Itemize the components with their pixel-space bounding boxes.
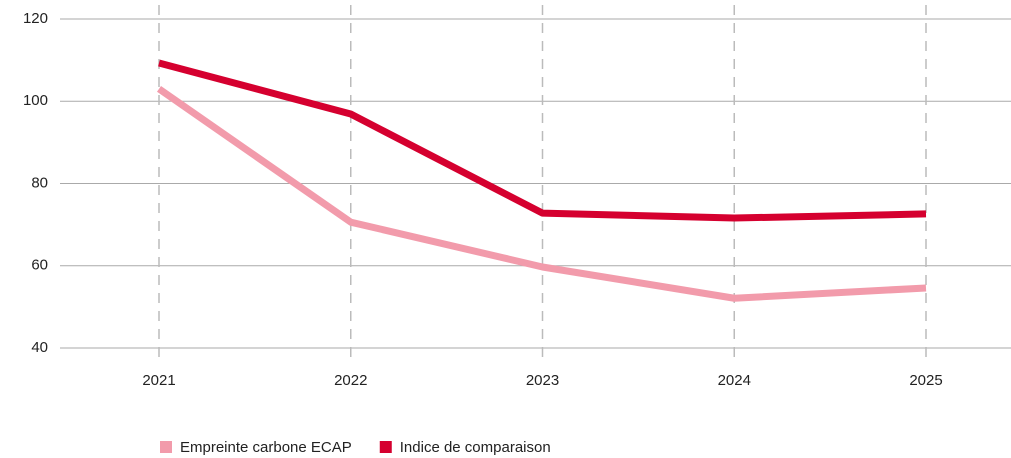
y-tick-label: 40 (31, 339, 48, 356)
x-tick-label: 2024 (718, 372, 751, 389)
x-tick-label: 2025 (909, 372, 942, 389)
legend: Empreinte carbone ECAP Indice de comparai… (160, 439, 551, 456)
legend-swatch (379, 441, 392, 453)
series-line (157, 86, 927, 302)
legend-label: Empreinte carbone ECAP (180, 439, 352, 456)
lines (157, 59, 927, 302)
y-tick-label: 100 (23, 92, 48, 109)
y-tick-label: 120 (23, 10, 48, 27)
x-tick-label: 2023 (526, 372, 559, 389)
x-tick-label: 2022 (334, 372, 367, 389)
series-line (158, 59, 927, 222)
legend-label: Indice de comparaison (400, 439, 551, 456)
y-tick-label: 60 (31, 257, 48, 274)
x-tick-label: 2021 (142, 372, 175, 389)
y-tick-label: 80 (31, 174, 48, 191)
legend-swatch (160, 441, 172, 453)
